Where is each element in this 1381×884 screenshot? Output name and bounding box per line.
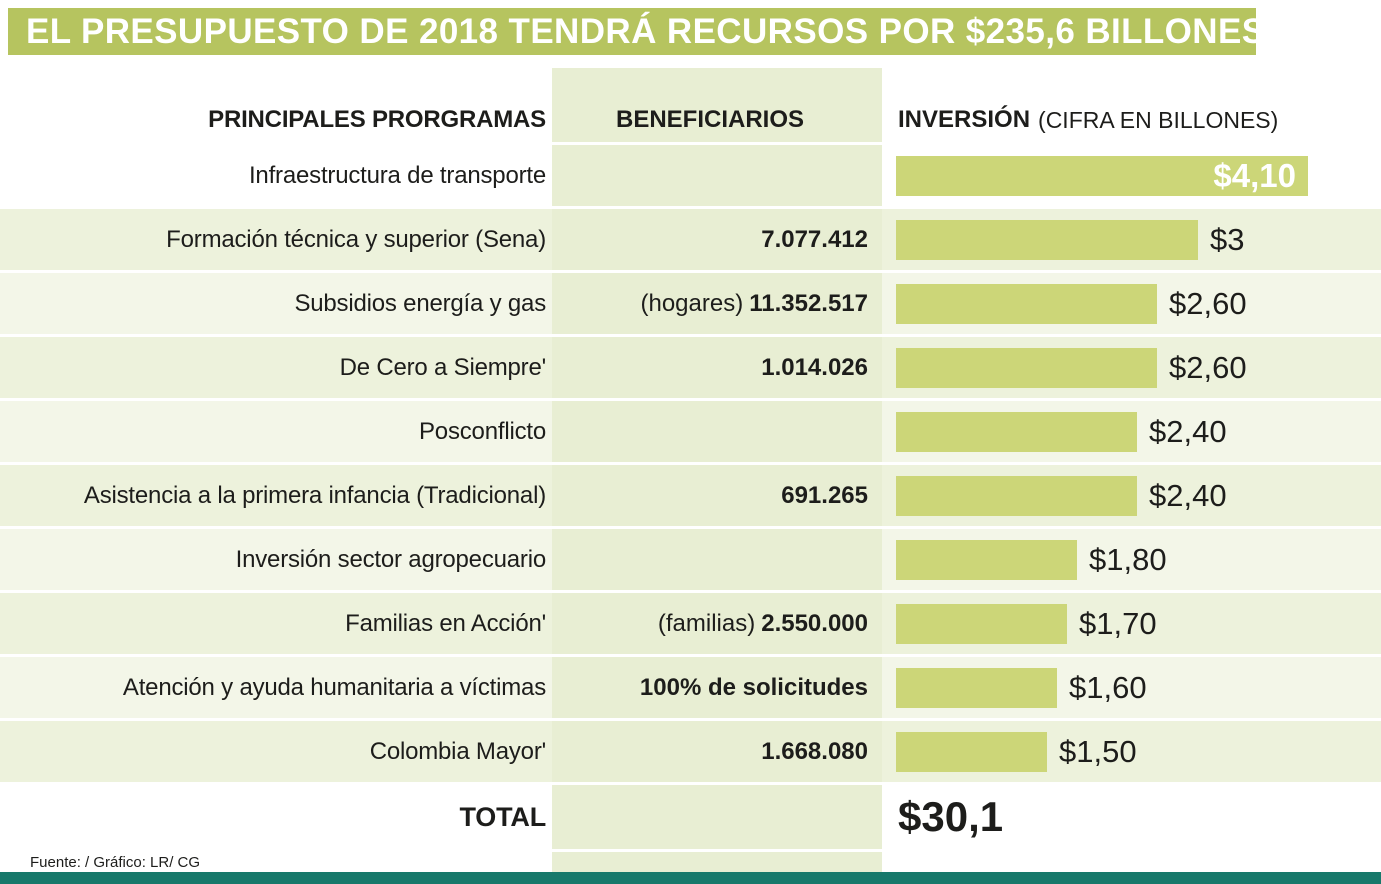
beneficiaries-value: 1.014.026 bbox=[761, 353, 868, 381]
beneficiaries-prefix: (familias) bbox=[657, 609, 756, 637]
total-label: TOTAL bbox=[459, 801, 547, 832]
bar-value-label-inside: $4,10 bbox=[1213, 156, 1296, 194]
table-row: Atención y ayuda humanitaria a víctimas … bbox=[0, 657, 1381, 718]
investment-bar bbox=[896, 731, 1047, 772]
bar-value-label: $2,60 bbox=[1169, 285, 1247, 321]
program-label: Asistencia a la primera infancia (Tradic… bbox=[83, 481, 546, 509]
beneficiaries-cell: 100% de solicitudes bbox=[552, 657, 882, 718]
title-bar: EL PRESUPUESTO DE 2018 TENDRÁ RECURSOS P… bbox=[8, 8, 1265, 55]
total-row: TOTAL $30,1 bbox=[0, 785, 1381, 849]
table-row: De Cero a Siempre' 1.014.026 $2,60 bbox=[0, 337, 1381, 398]
beneficiaries-cell bbox=[552, 529, 882, 590]
investment-bar bbox=[896, 603, 1067, 644]
source-empty-cell bbox=[882, 852, 1381, 872]
bar-value-label: $1,70 bbox=[1079, 605, 1157, 641]
bar-value-label: $2,40 bbox=[1149, 413, 1227, 449]
beneficiaries-cell: 691.265 bbox=[552, 465, 882, 526]
investment-bar bbox=[896, 539, 1077, 580]
column-header-beneficiaries: BENEFICIARIOS bbox=[552, 68, 882, 142]
page-title: EL PRESUPUESTO DE 2018 TENDRÁ RECURSOS P… bbox=[26, 11, 1266, 51]
program-label: Familias en Acción' bbox=[345, 609, 546, 637]
total-value: $30,1 bbox=[898, 793, 1004, 840]
bar-value-label: $2,60 bbox=[1169, 349, 1247, 385]
column-header-investment: INVERSIÓN (CIFRA EN BILLONES) bbox=[882, 68, 1381, 142]
program-label: Formación técnica y superior (Sena) bbox=[166, 225, 546, 253]
beneficiaries-cell: 7.077.412 bbox=[552, 209, 882, 270]
bar-value-label: $2,40 bbox=[1149, 477, 1227, 513]
table-row: Infraestructura de transporte $4,10 bbox=[0, 145, 1381, 206]
program-label: Posconflicto bbox=[419, 417, 546, 445]
table-row: Inversión sector agropecuario $1,80 bbox=[0, 529, 1381, 590]
table-row: Familias en Acción' (familias) 2.550.000… bbox=[0, 593, 1381, 654]
investment-bar bbox=[896, 219, 1198, 260]
investment-cell: $2,60 bbox=[882, 273, 1381, 334]
table-row: Subsidios energía y gas (hogares) 11.352… bbox=[0, 273, 1381, 334]
investment-cell: $1,60 bbox=[882, 657, 1381, 718]
investment-bar bbox=[896, 283, 1157, 324]
beneficiaries-value: 1.668.080 bbox=[761, 737, 868, 765]
beneficiaries-prefix: (hogares) bbox=[640, 289, 744, 317]
beneficiaries-cell bbox=[552, 401, 882, 462]
investment-cell: $1,70 bbox=[882, 593, 1381, 654]
investment-cell: $2,60 bbox=[882, 337, 1381, 398]
beneficiaries-cell: 1.014.026 bbox=[552, 337, 882, 398]
program-label: Inversión sector agropecuario bbox=[235, 545, 547, 573]
beneficiaries-value: 100% de solicitudes bbox=[639, 673, 868, 701]
total-beneficiaries-cell bbox=[552, 785, 882, 849]
beneficiaries-value: 691.265 bbox=[781, 481, 868, 509]
program-label: De Cero a Siempre' bbox=[339, 353, 547, 381]
investment-cell: $1,80 bbox=[882, 529, 1381, 590]
beneficiaries-cell: (familias) 2.550.000 bbox=[552, 593, 882, 654]
investment-cell: $3 bbox=[882, 209, 1381, 270]
bottom-strip bbox=[0, 872, 1381, 884]
program-label: Atención y ayuda humanitaria a víctimas bbox=[122, 673, 546, 701]
investment-bar: $4,10 bbox=[896, 155, 1308, 196]
investment-bar bbox=[896, 411, 1137, 452]
budget-table: PRINCIPALES PRORGRAMAS BENEFICIARIOS INV… bbox=[0, 68, 1381, 872]
investment-bar bbox=[896, 475, 1137, 516]
source-row: Fuente: / Gráfico: LR/ CG bbox=[0, 852, 1381, 872]
beneficiaries-cell: (hogares) 11.352.517 bbox=[552, 273, 882, 334]
beneficiaries-value: 2.550.000 bbox=[761, 609, 868, 637]
investment-bar bbox=[896, 667, 1057, 708]
investment-header-label: INVERSIÓN bbox=[898, 106, 1031, 133]
source-band-cell bbox=[552, 852, 882, 872]
program-label: Colombia Mayor' bbox=[369, 737, 547, 765]
investment-cell: $2,40 bbox=[882, 401, 1381, 462]
bar-value-label: $3 bbox=[1210, 221, 1245, 257]
beneficiaries-value: 11.352.517 bbox=[749, 289, 868, 317]
table-row: Asistencia a la primera infancia (Tradic… bbox=[0, 465, 1381, 526]
investment-header-note: (CIFRA EN BILLONES) bbox=[1038, 107, 1279, 133]
table-header-row: PRINCIPALES PRORGRAMAS BENEFICIARIOS INV… bbox=[0, 68, 1381, 142]
investment-cell: $4,10 bbox=[882, 145, 1381, 206]
beneficiaries-cell: 1.668.080 bbox=[552, 721, 882, 782]
program-label: Infraestructura de transporte bbox=[248, 161, 546, 189]
bar-value-label: $1,50 bbox=[1059, 733, 1137, 769]
investment-cell: $1,50 bbox=[882, 721, 1381, 782]
source-credit: Fuente: / Gráfico: LR/ CG bbox=[30, 853, 201, 871]
table-body: Infraestructura de transporte $4,10 Form… bbox=[0, 145, 1381, 782]
bar-value-label: $1,80 bbox=[1089, 541, 1167, 577]
table-row: Posconflicto $2,40 bbox=[0, 401, 1381, 462]
investment-cell: $2,40 bbox=[882, 465, 1381, 526]
program-label: Subsidios energía y gas bbox=[294, 289, 546, 317]
beneficiaries-cell bbox=[552, 145, 882, 206]
bar-value-label: $1,60 bbox=[1069, 669, 1147, 705]
table-row: Colombia Mayor' 1.668.080 $1,50 bbox=[0, 721, 1381, 782]
column-header-programs: PRINCIPALES PRORGRAMAS bbox=[208, 106, 546, 133]
investment-bar bbox=[896, 347, 1157, 388]
table-row: Formación técnica y superior (Sena) 7.07… bbox=[0, 209, 1381, 270]
beneficiaries-value: 7.077.412 bbox=[761, 225, 868, 253]
